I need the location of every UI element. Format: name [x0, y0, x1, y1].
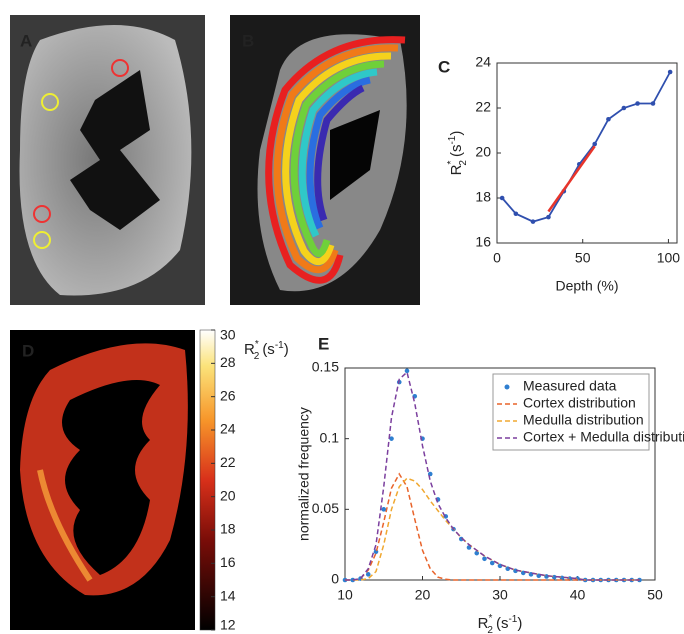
colorbar-tick-label: 18	[220, 521, 236, 537]
legend-label: Measured data	[523, 378, 617, 394]
y-tick-label: 16	[475, 234, 491, 250]
data-point	[350, 577, 356, 583]
y-tick-label: 20	[475, 144, 491, 160]
data-point	[592, 141, 598, 147]
y-tick-label: 0.15	[312, 359, 339, 375]
colorbar-tick-label: 24	[220, 421, 236, 437]
axis-label-part: R	[478, 615, 489, 632]
data-point	[667, 69, 673, 75]
axis-label-part: )	[517, 615, 522, 632]
legend-label: Cortex + Medulla distribution	[523, 429, 684, 445]
axis-label-part: -1	[447, 135, 458, 144]
series-line	[501, 71, 671, 223]
axis-label-part: 2	[487, 625, 493, 634]
colorbar-tick-label: 30	[220, 327, 236, 343]
panel-label: D	[22, 341, 34, 360]
y-tick-label: 24	[475, 54, 491, 70]
colorbar-tick-label: 12	[220, 617, 236, 633]
axis-label-part: R	[244, 341, 255, 358]
axis-label-part: (s	[496, 615, 509, 632]
x-tick-label: 50	[647, 587, 663, 603]
panel-label: E	[318, 334, 329, 353]
data-point	[530, 219, 536, 224]
axis-label-part: *	[446, 161, 457, 165]
data-point	[546, 214, 551, 220]
colorbar-tick-label: 26	[220, 387, 236, 403]
data-point	[606, 116, 611, 122]
panel-label: C	[438, 57, 450, 76]
x-tick-label: 100	[657, 250, 681, 266]
axis-label-part: R	[448, 164, 465, 175]
y-tick-label: 0.05	[312, 500, 339, 516]
axis-label-part: *	[488, 613, 492, 624]
axis-label-part: )	[284, 341, 289, 358]
x-tick-label: 30	[492, 587, 508, 603]
panel-a-image	[10, 15, 205, 305]
x-tick-label: 10	[337, 587, 353, 603]
data-point	[404, 368, 410, 374]
panel-d-image	[10, 330, 195, 630]
data-point	[381, 507, 387, 512]
data-point	[621, 105, 627, 111]
legend-marker	[504, 384, 510, 390]
colorbar-tick-label: 28	[220, 354, 236, 370]
data-point	[389, 436, 394, 441]
axis-label: R*2(s-1)	[478, 613, 523, 634]
data-point	[365, 572, 371, 577]
axis-label: normalized frequency	[296, 407, 312, 541]
colorbar-tick-label: 16	[220, 554, 236, 570]
axis-label-part: -1	[508, 614, 517, 625]
y-tick-label: 18	[475, 189, 491, 205]
axis-label-part: )	[448, 131, 465, 136]
colorbar-tick-label: 20	[220, 487, 236, 503]
legend-label: Medulla distribution	[523, 412, 644, 428]
panel-label: A	[20, 31, 32, 50]
axis-label-part: 2	[458, 160, 469, 166]
x-tick-label: 50	[575, 250, 591, 266]
x-tick-label: 20	[415, 587, 431, 603]
axis-label: R*2 (s-1)	[446, 131, 469, 176]
legend-box	[492, 373, 650, 451]
axis-label-part: (s	[448, 145, 465, 158]
legend-label: Cortex distribution	[523, 395, 636, 411]
data-point	[650, 101, 656, 106]
x-tick-label: 40	[570, 587, 586, 603]
axis-label-part: *	[255, 339, 259, 350]
axis-label: R*2(s-1)	[244, 339, 289, 362]
axis-label-part: -1	[275, 340, 284, 351]
y-tick-label: 0.1	[320, 429, 340, 445]
data-point	[499, 195, 505, 201]
data-point	[474, 550, 480, 556]
axis-label-part: 2	[254, 351, 260, 362]
data-point	[513, 211, 519, 217]
data-point	[635, 101, 640, 106]
x-tick-label: 0	[493, 250, 501, 266]
y-tick-label: 22	[475, 99, 491, 115]
colorbar-tick-label: 22	[220, 454, 236, 470]
series-line	[547, 145, 596, 213]
y-tick-label: 0	[331, 571, 339, 587]
panel-b-image	[230, 15, 420, 305]
axis-label: Depth (%)	[555, 278, 618, 294]
panel-label: B	[242, 31, 254, 50]
data-point	[489, 560, 495, 566]
colorbar-tick-label: 14	[220, 587, 236, 603]
axis-label-part: (s	[262, 341, 275, 358]
colorbar	[199, 329, 216, 631]
series-line	[345, 370, 640, 581]
data-point	[482, 556, 487, 562]
